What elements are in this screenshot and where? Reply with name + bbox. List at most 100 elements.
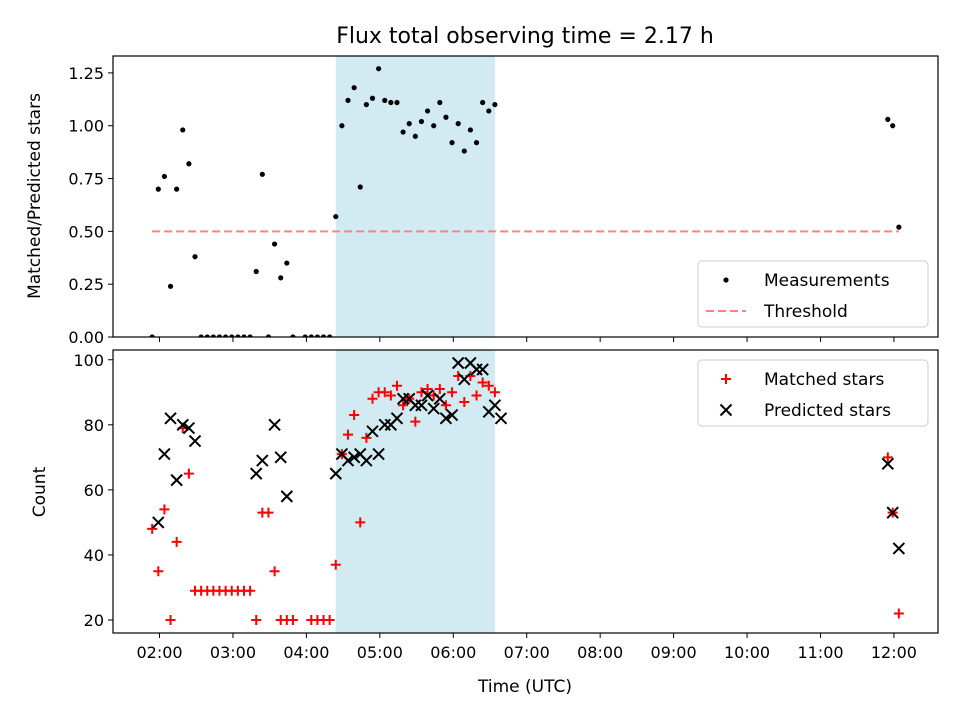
measurement-point xyxy=(480,99,486,106)
measurement-point xyxy=(229,334,235,337)
top-panel: 0.00 0.25 0.50 0.75 1.00 1.25 Measurements Thre… xyxy=(68,55,939,347)
predicted-star-point xyxy=(488,399,502,412)
measurement-point xyxy=(253,268,259,275)
y-tick-label: 40 xyxy=(84,546,104,565)
x-tick-label: 05:00 xyxy=(357,643,403,662)
x-tick-label: 06:00 xyxy=(430,643,476,662)
predicted-star-point xyxy=(451,356,465,370)
predicted-star-point xyxy=(886,506,899,519)
measurement-point xyxy=(351,85,357,91)
legend-matched-marker xyxy=(721,374,731,384)
measurement-point xyxy=(486,108,492,114)
matched-star-point xyxy=(477,377,488,388)
observing-window-span xyxy=(335,56,495,337)
matched-star-point xyxy=(379,387,390,398)
measurement-point xyxy=(890,123,896,129)
predicted-star-point xyxy=(152,516,165,529)
measurement-point xyxy=(461,148,467,154)
matched-star-point xyxy=(287,614,298,625)
measurement-point xyxy=(180,127,186,133)
matched-star-point xyxy=(391,380,402,391)
measurement-point xyxy=(149,334,155,337)
measurement-point xyxy=(357,184,363,190)
matched-star-point xyxy=(361,432,372,443)
matched-star-point xyxy=(489,387,500,398)
predicted-star-point xyxy=(280,490,294,503)
matched-star-point xyxy=(349,410,360,421)
measurement-point xyxy=(186,161,192,167)
measurement-point xyxy=(418,118,425,125)
matched-star-point xyxy=(355,517,366,528)
x-tick-label: 03:00 xyxy=(210,643,256,662)
measurement-point xyxy=(192,254,198,260)
predicted-star-point xyxy=(341,454,355,467)
predicted-star-point xyxy=(188,434,202,448)
y-tick-label: 0.75 xyxy=(68,170,104,189)
measurement-point xyxy=(424,108,431,114)
x-tick-label: 11:00 xyxy=(797,643,843,662)
predicted-star-point xyxy=(458,373,471,386)
x-tick-label: 12:00 xyxy=(871,643,917,662)
measurement-point xyxy=(198,334,204,337)
measurement-point xyxy=(167,283,174,289)
measurement-point xyxy=(376,66,382,72)
y-tick-label: 80 xyxy=(84,416,104,435)
measurement-point xyxy=(896,224,902,230)
measurement-point xyxy=(271,241,278,247)
measurement-point xyxy=(467,127,474,133)
y-axis-label-bottom: Count xyxy=(30,466,50,517)
x-tick-label: 09:00 xyxy=(651,643,697,662)
matched-star-point xyxy=(171,536,182,547)
matched-star-point xyxy=(434,384,445,395)
y-tick-label: 1.00 xyxy=(68,117,104,136)
observing-window-span xyxy=(335,350,495,633)
legend-label: Matched stars xyxy=(764,370,884,390)
measurement-point xyxy=(204,334,210,337)
axes-frame xyxy=(112,349,939,634)
x-tick-label: 04:00 xyxy=(283,643,329,662)
measurement-point xyxy=(885,116,891,122)
matched-star-point xyxy=(440,400,451,411)
matched-star-point xyxy=(447,387,458,398)
measurement-point xyxy=(363,101,369,108)
measurement-point xyxy=(308,334,314,337)
measurement-point xyxy=(412,133,418,139)
data-layer xyxy=(149,66,902,337)
data-layer xyxy=(147,356,906,625)
y-tick-label: 0.25 xyxy=(68,275,104,294)
measurement-point xyxy=(492,101,498,108)
legend-box xyxy=(697,359,929,427)
measurement-point xyxy=(473,140,480,146)
predicted-star-point xyxy=(881,457,895,471)
measurement-point xyxy=(369,95,376,101)
predicted-star-point xyxy=(182,421,196,435)
x-tick-label: 08:00 xyxy=(577,643,623,662)
matched-star-point xyxy=(385,390,396,401)
y-tick-label: 20 xyxy=(84,611,104,630)
bottom-panel: 20 40 60 80 100 02:00 03:00 04:00 05:00 06:00 07:0… xyxy=(73,349,939,662)
predicted-star-point xyxy=(433,392,447,406)
legend-label: Threshold xyxy=(763,302,848,322)
measurement-point xyxy=(388,99,394,106)
matched-star-point xyxy=(471,390,482,401)
predicted-star-point xyxy=(390,412,404,425)
predicted-star-point xyxy=(892,542,906,555)
measurement-point xyxy=(247,334,253,337)
measurement-point xyxy=(284,260,290,266)
measurement-point xyxy=(455,121,461,127)
matched-star-point xyxy=(343,429,354,440)
chart-title: Flux total observing time = 2.17 h xyxy=(336,24,714,49)
matched-star-point xyxy=(183,468,194,479)
predicted-star-point xyxy=(372,447,385,461)
matched-star-point xyxy=(324,614,335,625)
measurement-point xyxy=(443,114,449,120)
predicted-star-point xyxy=(170,473,183,487)
y-tick-label: 100 xyxy=(73,351,104,370)
x-tick-label: 10:00 xyxy=(724,643,770,662)
matched-star-point xyxy=(165,614,176,625)
legend-box xyxy=(697,260,929,328)
measurement-point xyxy=(241,334,247,337)
measurement-point xyxy=(400,129,406,135)
matched-star-point xyxy=(367,393,378,404)
